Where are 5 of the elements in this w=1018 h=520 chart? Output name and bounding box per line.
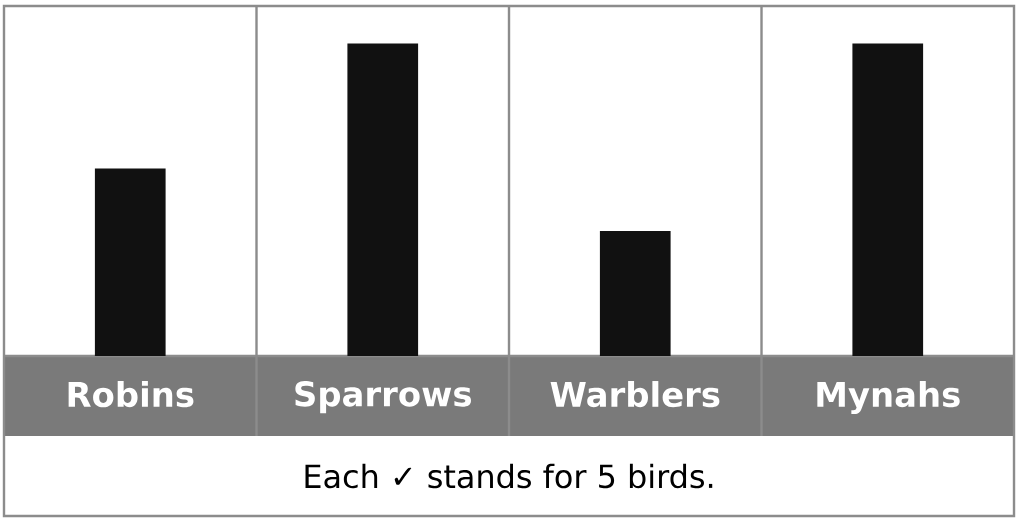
text: Each ✓ stands for 5 birds. <box>305 463 713 489</box>
x-tick-label: Warblers <box>550 381 720 408</box>
x-tick-label: Sparrows <box>295 381 471 414</box>
x-tick-label: Mynahs <box>817 381 960 415</box>
x-tick-label: Robins <box>68 381 194 408</box>
